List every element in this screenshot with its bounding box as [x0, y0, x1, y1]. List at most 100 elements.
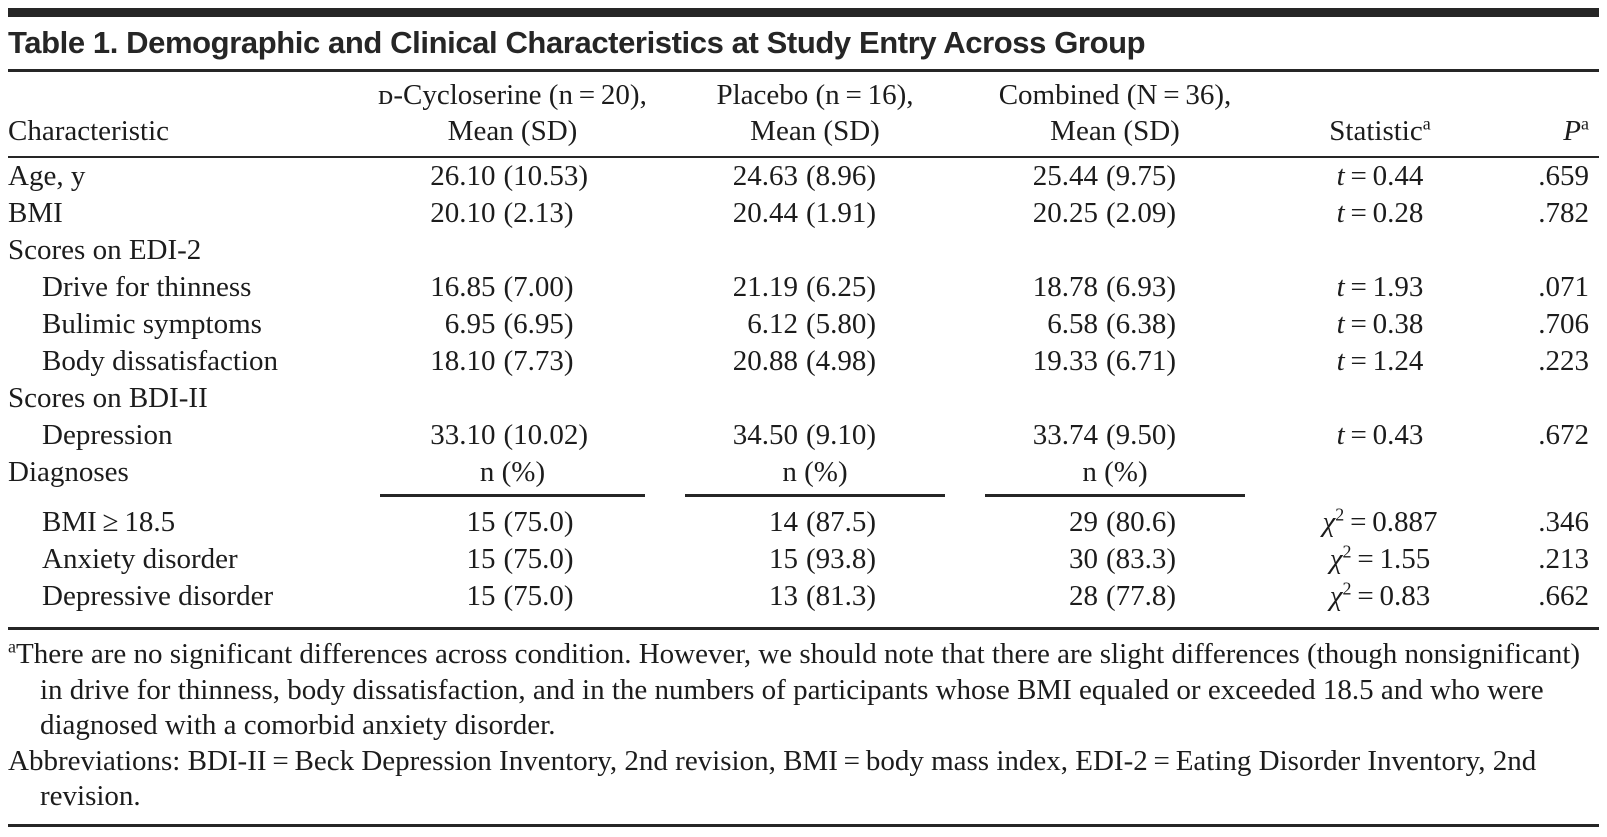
header-group-line2: Mean (SD): [447, 115, 578, 147]
diagnoses-row: Diagnoses n (%) n (%) n (%): [8, 454, 1599, 504]
mean-value: 33.74: [1032, 419, 1098, 451]
stat-exponent: 2: [1342, 541, 1352, 562]
header-group-line1: ᴅ-Cycloserine (n = 20),: [378, 79, 647, 111]
title-rule: [8, 69, 1599, 72]
sd-value: (6.25): [806, 271, 877, 303]
sd-value: (9.75): [1106, 160, 1177, 192]
p-value-cell: .706: [1538, 308, 1589, 340]
value-cell: 14 (87.5): [665, 504, 965, 541]
row-label: Age, y: [8, 160, 86, 192]
mean-value: 6.58: [1047, 308, 1098, 340]
value-cell: 29 (80.6): [965, 504, 1265, 541]
header-characteristic: Characteristic: [8, 72, 360, 158]
sd-value: (80.6): [1106, 506, 1177, 538]
mean-value: 15: [769, 543, 798, 575]
statistic-label: Statistic: [1329, 115, 1423, 147]
header-p: Pa: [1495, 72, 1599, 158]
empty-cell: [1265, 454, 1495, 504]
sd-value: (10.53): [503, 160, 589, 192]
sd-value: (75.0): [503, 580, 574, 612]
value-cell: 20.88 (4.98): [665, 343, 965, 380]
table-body: Age, y 26.10 (10.53) 24.63 (8.96) 25.44 (9.75)…: [8, 157, 1599, 627]
p-value-cell: .071: [1538, 271, 1589, 303]
p-value-cell: .672: [1538, 419, 1589, 451]
mean-value: 34.50: [732, 419, 798, 451]
value-cell: 25.44 (9.75): [965, 157, 1265, 195]
stat-symbol: χ: [1329, 543, 1343, 575]
mean-value: 18.10: [430, 345, 496, 377]
value-cell: 6.58 (6.38): [965, 306, 1265, 343]
header-group-line2: Mean (SD): [1050, 115, 1180, 147]
mean-value: 29: [1069, 506, 1098, 538]
sd-value: (5.80): [806, 308, 877, 340]
table-row: Depression 33.10 (10.02) 34.50 (9.10) 33.74 (9…: [8, 417, 1599, 454]
mean-value: 20.10: [430, 197, 496, 229]
p-value-cell: .223: [1538, 345, 1589, 377]
mean-value: 28: [1069, 580, 1098, 612]
row-label: Anxiety disorder: [42, 543, 238, 575]
sd-value: (87.5): [806, 506, 877, 538]
value-cell: 33.74 (9.50): [965, 417, 1265, 454]
value-cell: 16.85 (7.00): [360, 269, 665, 306]
mean-value: 25.44: [1032, 160, 1098, 192]
value-cell: 18.10 (7.73): [360, 343, 665, 380]
mean-value: 20.25: [1032, 197, 1098, 229]
table-header: Characteristic ᴅ-Cycloserine (n = 20), M…: [8, 72, 1599, 158]
header-group-dcycloserine: ᴅ-Cycloserine (n = 20), Mean (SD): [360, 72, 665, 158]
header-group-combined: Combined (N = 36), Mean (SD): [965, 72, 1265, 158]
p-value-cell: .662: [1538, 580, 1589, 612]
sd-value: (7.00): [503, 271, 574, 303]
statistic-cell: t = 0.38: [1336, 308, 1424, 340]
sd-value: (2.13): [503, 197, 574, 229]
stat-symbol: t: [1336, 345, 1345, 377]
mean-value: 21.19: [732, 271, 798, 303]
footnote-abbreviations-text: Abbreviations: BDI-II = Beck Depression …: [8, 744, 1537, 813]
statistic-cell: t = 1.24: [1336, 345, 1424, 377]
section-label: Scores on EDI-2: [8, 234, 202, 266]
value-cell: 33.10 (10.02): [360, 417, 665, 454]
sd-value: (6.38): [1106, 308, 1177, 340]
footnote-a: aThere are no significant differences ac…: [8, 637, 1599, 744]
footnotes: aThere are no significant differences ac…: [8, 627, 1599, 824]
mean-value: 30: [1069, 543, 1098, 575]
value-cell: 13 (81.3): [665, 578, 965, 627]
sd-value: (6.93): [1106, 271, 1177, 303]
table-row: Body dissatisfaction 18.10 (7.73) 20.88 (4.9…: [8, 343, 1599, 380]
p-footnote-marker: a: [1581, 113, 1589, 134]
sd-value: (75.0): [503, 543, 574, 575]
table-row: Depressive disorder 15 (75.0) 13 (81.3) 28 (77…: [8, 578, 1599, 627]
sd-value: (77.8): [1106, 580, 1177, 612]
section-label: Scores on BDI-II: [8, 382, 208, 414]
sd-value: (9.10): [806, 419, 877, 451]
row-label: Depression: [42, 419, 173, 451]
stat-symbol: t: [1336, 271, 1345, 303]
statistic-cell: t = 0.43: [1336, 419, 1424, 451]
table-row: BMI ≥ 18.5 15 (75.0) 14 (87.5) 29 (80.6) χ2 = 0…: [8, 504, 1599, 541]
statistic-cell: t = 0.44: [1336, 160, 1424, 192]
stat-symbol: χ: [1329, 580, 1343, 612]
stat-symbol: t: [1336, 197, 1345, 229]
n-percent-header: n (%): [360, 454, 665, 504]
stat-exponent: 2: [1335, 504, 1345, 525]
footnote-abbreviations: Abbreviations: BDI-II = Beck Depression …: [8, 744, 1599, 815]
value-cell: 20.25 (2.09): [965, 195, 1265, 232]
table-row: Drive for thinness 16.85 (7.00) 21.19 (6.25)…: [8, 269, 1599, 306]
table-row: Age, y 26.10 (10.53) 24.63 (8.96) 25.44 (9.75)…: [8, 157, 1599, 195]
stat-exponent: 2: [1342, 578, 1352, 599]
mean-value: 20.88: [732, 345, 798, 377]
section-row: Scores on EDI-2: [8, 232, 1599, 269]
row-label: BMI ≥ 18.5: [42, 506, 176, 538]
value-cell: 6.12 (5.80): [665, 306, 965, 343]
mean-value: 24.63: [732, 160, 798, 192]
p-value-cell: .213: [1538, 543, 1589, 575]
value-cell: 15 (93.8): [665, 541, 965, 578]
value-cell: 18.78 (6.93): [965, 269, 1265, 306]
value-cell: 15 (75.0): [360, 578, 665, 627]
sd-value: (6.95): [503, 308, 574, 340]
header-group-placebo: Placebo (n = 16), Mean (SD): [665, 72, 965, 158]
sd-value: (75.0): [503, 506, 574, 538]
table-top-bar: [8, 8, 1599, 17]
p-value-cell: .346: [1538, 506, 1589, 538]
sd-value: (7.73): [503, 345, 574, 377]
p-value-cell: .659: [1538, 160, 1589, 192]
